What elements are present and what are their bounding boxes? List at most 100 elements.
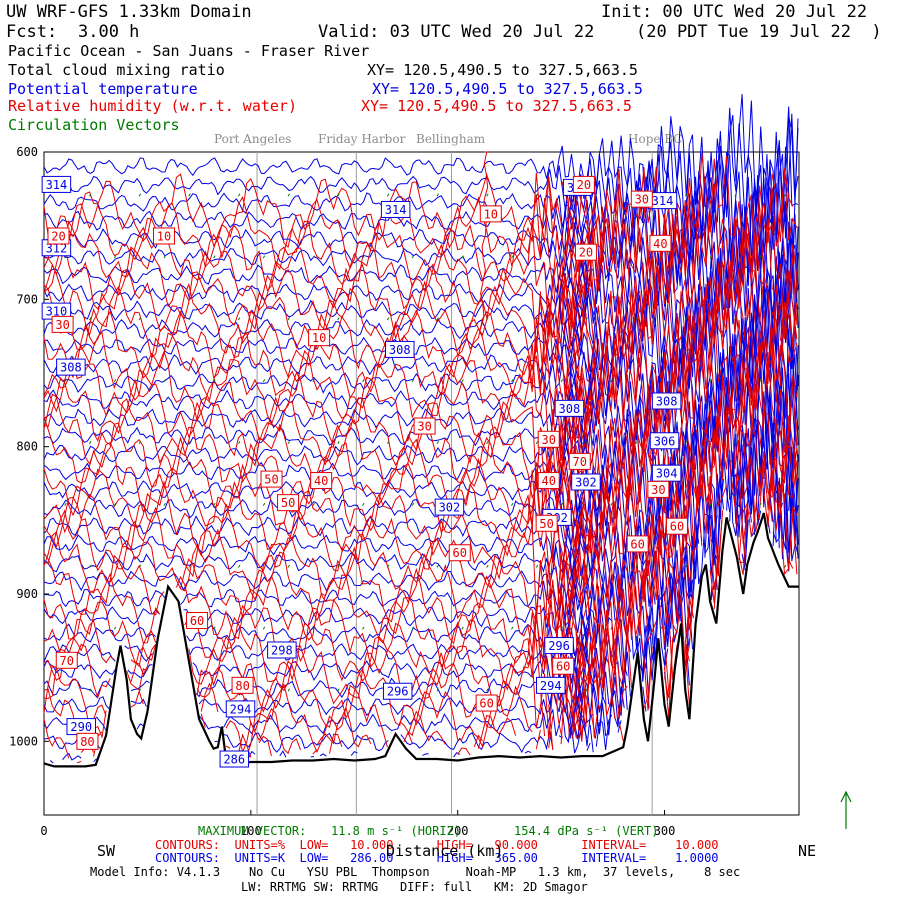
vector-36: [287, 317, 291, 321]
label-text: 314: [385, 203, 407, 217]
rh-line-22: [43, 637, 690, 739]
model-info: Model Info: V4.1.3 No Cu YSU PBL Thompso…: [90, 865, 741, 879]
theta-label-7: 298: [267, 641, 297, 659]
theta-line-8: [43, 221, 799, 387]
label-text: 80: [235, 679, 249, 693]
vector-102: [610, 502, 613, 506]
vector-116: [709, 379, 712, 383]
label-text: 304: [656, 467, 678, 481]
label-text: 60: [190, 614, 204, 628]
vector-39: [262, 502, 266, 506]
label-text: 20: [579, 246, 593, 260]
rh-label-15: 30: [537, 430, 560, 448]
vector-35: [262, 255, 266, 259]
vector-81: [535, 317, 539, 321]
rh-label-14: 10: [479, 205, 502, 223]
vector-24: [188, 564, 191, 568]
label-box: [536, 676, 566, 694]
vector-55: [362, 379, 365, 383]
label-text: 50: [264, 473, 278, 487]
vector-112: [659, 626, 663, 630]
label-text: 294: [540, 679, 562, 693]
theta-label-5: 308: [385, 340, 415, 358]
label-box: [434, 498, 465, 516]
vector-52: [386, 193, 390, 197]
field-cloud-name: Total cloud mixing ratio: [8, 61, 225, 79]
field-vectors-name: Circulation Vectors: [8, 116, 180, 134]
theta-label-16: 296: [544, 637, 574, 655]
vector-25: [238, 193, 241, 197]
y-tick-label-0: 600: [16, 145, 38, 159]
vector-41: [262, 626, 266, 630]
label-box: [231, 676, 254, 694]
vector-110: [659, 502, 663, 506]
y-tick-label-3: 900: [16, 587, 38, 601]
label-text: 308: [389, 343, 411, 357]
vector-34: [287, 193, 291, 197]
rh-line-20: [43, 601, 690, 711]
vector-46: [312, 379, 315, 383]
x-tick-label-3: 300: [654, 824, 676, 838]
label-text: 30: [541, 433, 555, 447]
theta-contour-info: CONTOURS: UNITS=K LOW= 286.00 HIGH= 365.…: [155, 851, 719, 865]
vector-21: [163, 379, 166, 383]
label-text: 314: [46, 178, 68, 192]
rh-line-2: [43, 198, 798, 312]
vector-83: [535, 440, 539, 444]
vector-26: [213, 255, 216, 259]
vector-29: [238, 440, 241, 444]
vector-71: [461, 255, 464, 259]
label-box: [382, 682, 413, 700]
rh-label-17: 50: [535, 514, 558, 532]
label-text: 20: [51, 229, 65, 243]
rh-label-6: 40: [310, 472, 333, 490]
label-box: [475, 694, 498, 712]
rh-label-18: 60: [626, 535, 649, 553]
max-vector-vert: 154.4 dPa s⁻¹ (VERT): [514, 824, 659, 838]
forecast-hour: 3.00 h: [78, 22, 140, 42]
label-text: 308: [559, 402, 581, 416]
label-box: [649, 432, 680, 450]
vector-44: [312, 255, 315, 259]
x-tick-label-0: 0: [40, 824, 47, 838]
vector-22: [188, 440, 191, 444]
vector-105: [684, 193, 688, 197]
rh-label-19: 60: [552, 657, 575, 675]
label-text: 80: [80, 735, 94, 749]
vector-72: [486, 317, 489, 321]
label-text: 302: [575, 476, 597, 490]
label-text: 40: [314, 474, 328, 488]
vector-108: [659, 379, 663, 383]
forecast-label: Fcst:: [6, 22, 58, 42]
place-port-angeles: Port Angeles: [214, 132, 292, 146]
vector-63: [436, 317, 439, 321]
vector-120: [759, 255, 762, 259]
rh-label-0: 20: [47, 227, 70, 245]
vector-84: [511, 502, 514, 506]
vector-90: [585, 317, 588, 321]
label-text: 312: [46, 241, 68, 255]
max-vector-horiz: 11.8 m s⁻¹ (HORIZ): [331, 824, 462, 838]
vector-57: [362, 502, 365, 506]
vector-111: [684, 564, 688, 568]
vector-6: [89, 564, 92, 568]
label-box: [55, 651, 78, 669]
label-box: [535, 514, 558, 532]
label-box: [385, 340, 415, 358]
theta-label-6: 302: [434, 498, 465, 516]
label-box: [630, 190, 653, 208]
rh-line-3: [43, 206, 798, 346]
rh-label-25: 60: [665, 517, 688, 535]
label-text: 60: [630, 537, 644, 551]
x-axis-label: Distance (km): [386, 842, 504, 860]
vector-100: [610, 379, 613, 383]
label-text: 20: [577, 178, 591, 192]
vector-32: [213, 626, 216, 630]
sw-label: SW: [97, 842, 116, 860]
rh-label-13: 80: [76, 732, 99, 750]
label-box: [568, 452, 591, 470]
label-box: [267, 641, 297, 659]
vector-96: [585, 688, 588, 692]
label-box: [51, 315, 74, 333]
